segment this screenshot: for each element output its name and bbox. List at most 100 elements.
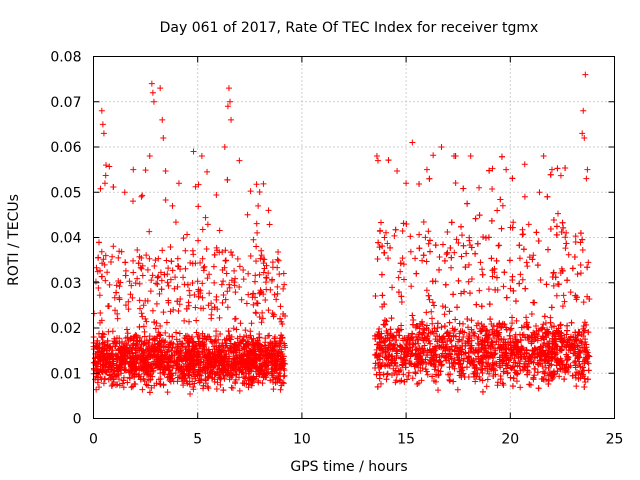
data-point: [581, 319, 588, 326]
data-point: [281, 367, 288, 374]
data-point: [253, 358, 260, 365]
data-point: [146, 343, 153, 350]
data-point: [140, 323, 147, 330]
data-point: [228, 116, 235, 123]
data-point: [420, 252, 427, 259]
data-point: [272, 356, 279, 363]
data-point: [155, 347, 162, 354]
data-point: [157, 269, 164, 276]
data-point: [416, 344, 423, 351]
data-point: [160, 382, 167, 389]
data-point: [181, 317, 188, 324]
data-point: [146, 228, 153, 235]
data-point: [534, 369, 541, 376]
data-point: [407, 360, 414, 367]
data-point: [224, 103, 231, 110]
data-point: [104, 342, 111, 349]
data-point: [212, 351, 219, 358]
data-point: [384, 371, 391, 378]
data-point: [153, 361, 160, 368]
data-point: [408, 283, 415, 290]
data-point: [259, 309, 266, 316]
data-point: [461, 373, 468, 380]
data-point: [128, 384, 135, 391]
data-point: [130, 257, 137, 264]
data-point: [525, 324, 532, 331]
data-point: [506, 257, 513, 264]
data-point: [572, 336, 579, 343]
data-point: [243, 355, 250, 362]
data-point: [243, 370, 250, 377]
data-point: [577, 230, 584, 237]
data-point: [247, 188, 254, 195]
data-point: [147, 288, 154, 295]
data-point: [384, 335, 391, 342]
data-point: [549, 274, 556, 281]
data-point: [527, 381, 534, 388]
data-point: [186, 353, 193, 360]
data-point: [378, 219, 385, 226]
data-point: [104, 269, 111, 276]
data-point: [399, 345, 406, 352]
data-point: [158, 347, 165, 354]
data-point: [226, 284, 233, 291]
data-point: [463, 250, 470, 257]
data-point: [466, 290, 473, 297]
data-point: [520, 231, 527, 238]
data-point: [260, 180, 267, 187]
data-point: [226, 332, 233, 339]
y-tick-label: 0.05: [50, 185, 81, 201]
data-point: [398, 298, 405, 305]
data-point: [185, 371, 192, 378]
data-point: [224, 288, 231, 295]
data-point: [400, 371, 407, 378]
data-point: [427, 340, 434, 347]
data-point: [559, 303, 566, 310]
data-point: [524, 334, 531, 341]
data-point: [482, 365, 489, 372]
data-point: [420, 337, 427, 344]
data-point: [125, 367, 132, 374]
data-point: [559, 219, 566, 226]
data-point: [544, 193, 551, 200]
data-point: [562, 165, 569, 172]
data-point: [235, 342, 242, 349]
data-point: [261, 265, 268, 272]
data-point: [146, 153, 153, 160]
data-point: [547, 314, 554, 321]
data-point: [142, 367, 149, 374]
data-point: [219, 299, 226, 306]
data-point: [554, 368, 561, 375]
data-point: [372, 351, 379, 358]
data-point: [195, 351, 202, 358]
data-point: [114, 315, 121, 322]
data-point: [464, 200, 471, 207]
data-point: [96, 292, 103, 299]
data-point: [129, 350, 136, 357]
data-point: [402, 345, 409, 352]
data-point: [381, 301, 388, 308]
data-point: [510, 219, 517, 226]
data-point: [232, 380, 239, 387]
data-point: [186, 292, 193, 299]
data-point: [271, 362, 278, 369]
data-point: [167, 370, 174, 377]
data-point: [452, 179, 459, 186]
data-point: [158, 277, 165, 284]
data-point: [101, 346, 108, 353]
data-point: [568, 340, 575, 347]
data-point: [210, 364, 217, 371]
data-point: [540, 334, 547, 341]
data-point: [155, 376, 162, 383]
data-point: [160, 343, 167, 350]
data-point: [103, 162, 110, 169]
data-point: [183, 356, 190, 363]
data-point: [176, 301, 183, 308]
data-point: [472, 250, 479, 257]
data-point: [196, 362, 203, 369]
data-point: [468, 244, 475, 251]
data-point: [549, 345, 556, 352]
data-point: [214, 247, 221, 254]
data-point: [508, 325, 515, 332]
data-point: [223, 270, 230, 277]
